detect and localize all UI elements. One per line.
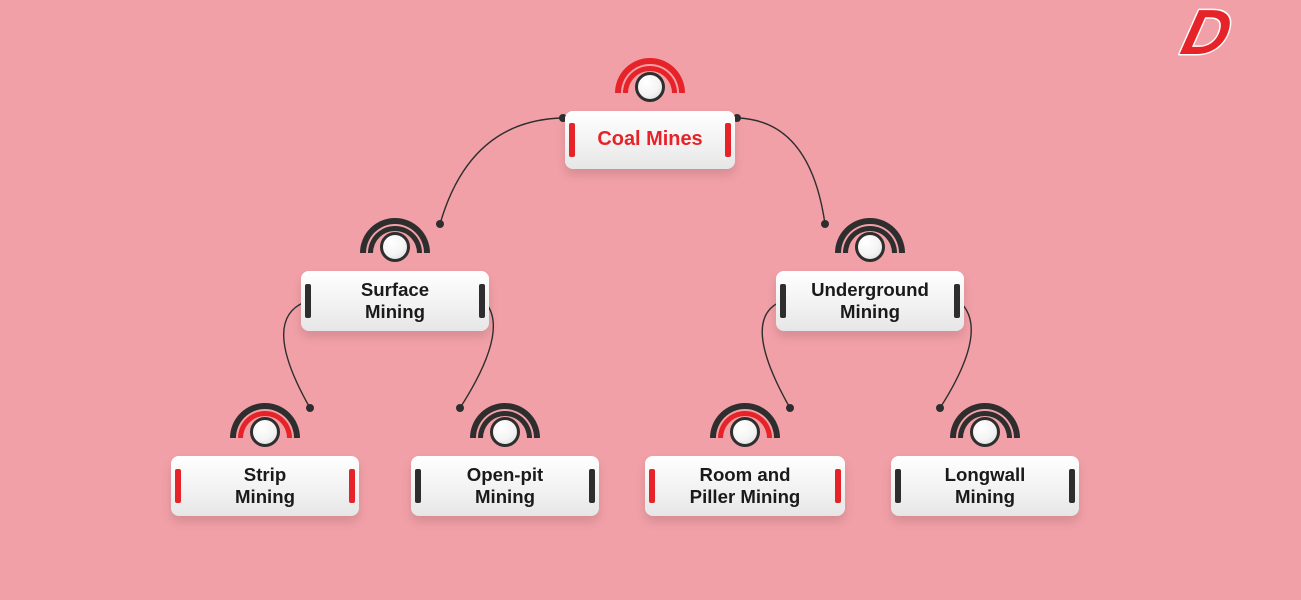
tree-node-openpit: Open-pitMining xyxy=(411,400,599,516)
card-tab-left xyxy=(649,469,655,503)
card-tab-right xyxy=(589,469,595,503)
card-tab-right xyxy=(954,284,960,318)
connector-edge xyxy=(737,118,825,224)
sphere-icon xyxy=(730,417,760,447)
sphere-icon xyxy=(970,417,1000,447)
connector-edge xyxy=(440,118,563,224)
card-tab-left xyxy=(569,123,575,157)
tree-node-roompillar: Room andPiller Mining xyxy=(645,400,845,516)
card-tab-left xyxy=(175,469,181,503)
node-label: Room andPiller Mining xyxy=(690,464,801,508)
brand-logo: D xyxy=(1175,0,1265,75)
node-label: StripMining xyxy=(235,464,295,508)
node-card: Coal Mines xyxy=(565,111,735,169)
sphere-icon xyxy=(490,417,520,447)
tree-node-surface: SurfaceMining xyxy=(301,215,489,331)
node-card: StripMining xyxy=(171,456,359,516)
node-icon xyxy=(945,400,1025,456)
card-tab-right xyxy=(479,284,485,318)
node-label: LongwallMining xyxy=(945,464,1026,508)
node-icon xyxy=(830,215,910,271)
sphere-icon xyxy=(250,417,280,447)
node-icon xyxy=(225,400,305,456)
sphere-icon xyxy=(855,232,885,262)
card-tab-right xyxy=(725,123,731,157)
node-icon xyxy=(610,55,690,111)
card-tab-left xyxy=(895,469,901,503)
tree-node-longwall: LongwallMining xyxy=(891,400,1079,516)
node-card: LongwallMining xyxy=(891,456,1079,516)
node-card: SurfaceMining xyxy=(301,271,489,331)
node-card: Open-pitMining xyxy=(411,456,599,516)
tree-node-strip: StripMining xyxy=(171,400,359,516)
card-tab-left xyxy=(780,284,786,318)
node-icon xyxy=(705,400,785,456)
node-label: SurfaceMining xyxy=(361,279,429,323)
node-icon xyxy=(465,400,545,456)
card-tab-right xyxy=(1069,469,1075,503)
logo-letter: D xyxy=(1175,0,1239,68)
node-card: UndergroundMining xyxy=(776,271,964,331)
card-tab-right xyxy=(835,469,841,503)
node-card: Room andPiller Mining xyxy=(645,456,845,516)
card-tab-left xyxy=(305,284,311,318)
sphere-icon xyxy=(380,232,410,262)
node-label: UndergroundMining xyxy=(811,279,929,323)
sphere-icon xyxy=(635,72,665,102)
card-tab-left xyxy=(415,469,421,503)
node-label: Coal Mines xyxy=(597,128,702,152)
diagram-stage: Coal Mines SurfaceMining UndergroundMining… xyxy=(0,0,1301,600)
tree-node-underground: UndergroundMining xyxy=(776,215,964,331)
node-label: Open-pitMining xyxy=(467,464,544,508)
tree-node-root: Coal Mines xyxy=(565,55,735,169)
card-tab-right xyxy=(349,469,355,503)
node-icon xyxy=(355,215,435,271)
